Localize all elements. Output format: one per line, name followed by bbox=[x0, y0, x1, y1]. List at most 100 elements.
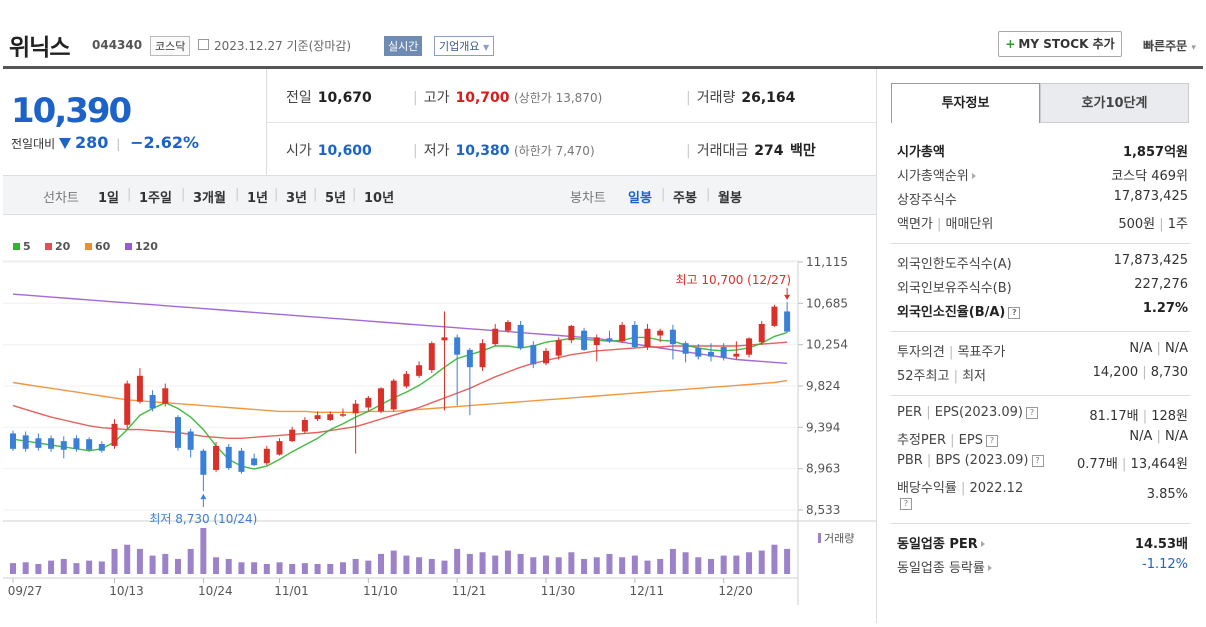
period-1w[interactable]: 1주일 bbox=[139, 191, 172, 206]
volume-bar bbox=[238, 562, 245, 574]
candle-body bbox=[174, 417, 181, 448]
candle-body bbox=[441, 337, 448, 341]
high-annotation: 최고 10,700 (12/27) bbox=[675, 273, 791, 287]
candle-body bbox=[479, 343, 486, 368]
tab-invest-info[interactable]: 투자정보 bbox=[891, 83, 1040, 123]
quick-order-button[interactable]: 빠른주문 ▾ bbox=[1143, 37, 1196, 54]
volume-bar bbox=[771, 544, 778, 574]
help-icon[interactable]: ? bbox=[900, 498, 912, 510]
y-tick-label: 8,533 bbox=[806, 503, 840, 517]
legend-label: 20 bbox=[55, 240, 71, 253]
info-row[interactable]: 동일업종 PER 14.53배 bbox=[897, 533, 1188, 553]
volume-bar bbox=[149, 555, 156, 574]
quote-divider bbox=[266, 69, 267, 175]
candle-daily[interactable]: 일봉 bbox=[628, 191, 652, 206]
info-row-label: 액면가 | 매매단위 bbox=[897, 217, 994, 232]
volume-bar bbox=[187, 548, 194, 574]
candle-body bbox=[124, 383, 131, 425]
candle-body bbox=[492, 328, 499, 345]
candle-monthly[interactable]: 월봉 bbox=[718, 191, 742, 206]
legend-swatch bbox=[85, 243, 92, 250]
ma-20-line bbox=[12, 341, 788, 440]
info-divider bbox=[891, 331, 1190, 332]
help-icon[interactable]: ? bbox=[1008, 307, 1021, 319]
info-divider bbox=[891, 395, 1190, 396]
info-row: 외국인한도주식수(A) 17,873,425 bbox=[897, 253, 1188, 273]
period-1d[interactable]: 1일 bbox=[98, 191, 120, 206]
quick-order-label: 빠른주문 bbox=[1143, 39, 1188, 53]
quote-panel: 10,390 전일대비 280 | −2.62% 전일 10,670 | 고가 10,… bbox=[3, 69, 876, 176]
ma-120-line bbox=[12, 293, 788, 364]
low-label: 저가 bbox=[423, 143, 450, 159]
legend-swatch bbox=[45, 243, 52, 250]
x-tick-label: 11/01 bbox=[274, 584, 309, 598]
volume-bar bbox=[35, 563, 42, 574]
period-5y[interactable]: 5년 bbox=[325, 191, 347, 206]
volume-bar bbox=[403, 555, 410, 574]
company-info-dropdown[interactable]: 기업개요 ▼ bbox=[434, 36, 495, 56]
volume-bar bbox=[339, 562, 346, 574]
volume-bar bbox=[530, 557, 537, 574]
volume-bar bbox=[213, 557, 220, 574]
help-icon[interactable]: ? bbox=[985, 435, 998, 447]
candle-body bbox=[631, 324, 638, 348]
legend-swatch bbox=[125, 243, 132, 250]
candle-body bbox=[263, 448, 270, 464]
volume-bar bbox=[428, 558, 435, 574]
tab-orderbook[interactable]: 호가10단계 bbox=[1040, 83, 1189, 123]
info-row-label: 시가총액순위 bbox=[897, 165, 976, 184]
candle-body bbox=[403, 373, 410, 387]
period-3y[interactable]: 3년 bbox=[286, 191, 308, 206]
volume-bar bbox=[378, 553, 385, 574]
my-stock-button[interactable]: + MY STOCK 추가 bbox=[998, 31, 1122, 57]
candle-body bbox=[187, 431, 194, 450]
trade-value-label: 거래대금 bbox=[696, 143, 749, 159]
quote-row-divider bbox=[267, 122, 876, 123]
y-tick-label: 10,254 bbox=[806, 338, 848, 352]
info-row-value: 500원 | 1주 bbox=[1118, 217, 1188, 232]
volume-bar bbox=[48, 560, 55, 574]
candle-body bbox=[758, 323, 765, 343]
current-price: 10,390 bbox=[11, 91, 132, 131]
candle-body bbox=[251, 458, 258, 466]
info-row[interactable]: 동일업종 등락률 -1.12% bbox=[897, 557, 1188, 577]
info-row-value: -1.12% bbox=[1142, 557, 1188, 572]
x-tick-label: 12/20 bbox=[718, 584, 753, 598]
stock-chart: 5 20 60 120 11,115 10,685 10,254 9,824 9,394 8,96… bbox=[3, 215, 876, 623]
period-3m[interactable]: 3개월 bbox=[193, 191, 226, 206]
live-badge[interactable]: 실시간 bbox=[384, 36, 423, 56]
candle-body bbox=[98, 444, 105, 451]
y-tick-label: 9,394 bbox=[806, 420, 840, 434]
volume-bar bbox=[73, 563, 80, 574]
volume-bar bbox=[707, 558, 714, 574]
info-row: PBR | BPS (2023.09)? 0.77배 | 13,464원 bbox=[897, 453, 1188, 473]
candle-body bbox=[22, 435, 29, 449]
period-10y[interactable]: 10년 bbox=[364, 191, 395, 206]
line-chart-label: 선차트 bbox=[43, 191, 79, 206]
investment-info-panel: 투자정보 호가10단계 시가총액 1,857억원 시가총액순위 코스닥 469위 상장주… bbox=[876, 69, 1204, 623]
volume-bar bbox=[22, 562, 29, 574]
info-row-value: 1.27% bbox=[1142, 301, 1188, 316]
volume-bar bbox=[162, 553, 169, 574]
volume-bar bbox=[504, 550, 511, 574]
candle-weekly[interactable]: 주봉 bbox=[673, 191, 697, 206]
candle-body bbox=[48, 438, 55, 449]
help-icon[interactable]: ? bbox=[1031, 455, 1044, 467]
info-divider bbox=[891, 523, 1190, 524]
volume-bar bbox=[314, 563, 321, 574]
x-tick-label: 10/24 bbox=[198, 584, 233, 598]
candle-body bbox=[771, 306, 778, 326]
volume-bar bbox=[631, 555, 638, 574]
period-1y[interactable]: 1년 bbox=[247, 191, 269, 206]
candle-body bbox=[149, 395, 156, 409]
x-tick-label: 12/11 bbox=[630, 584, 665, 598]
volume-bar bbox=[200, 528, 207, 574]
volume: | 거래량 26,164 bbox=[686, 90, 796, 106]
info-row[interactable]: 시가총액순위 코스닥 469위 bbox=[897, 165, 1188, 185]
volume-bar bbox=[555, 557, 562, 574]
info-row-value: 17,873,425 bbox=[1113, 253, 1188, 268]
y-tick-label: 10,685 bbox=[806, 296, 848, 310]
help-icon[interactable]: ? bbox=[1025, 407, 1038, 419]
volume-bar bbox=[390, 550, 397, 574]
candle-body bbox=[555, 340, 562, 356]
